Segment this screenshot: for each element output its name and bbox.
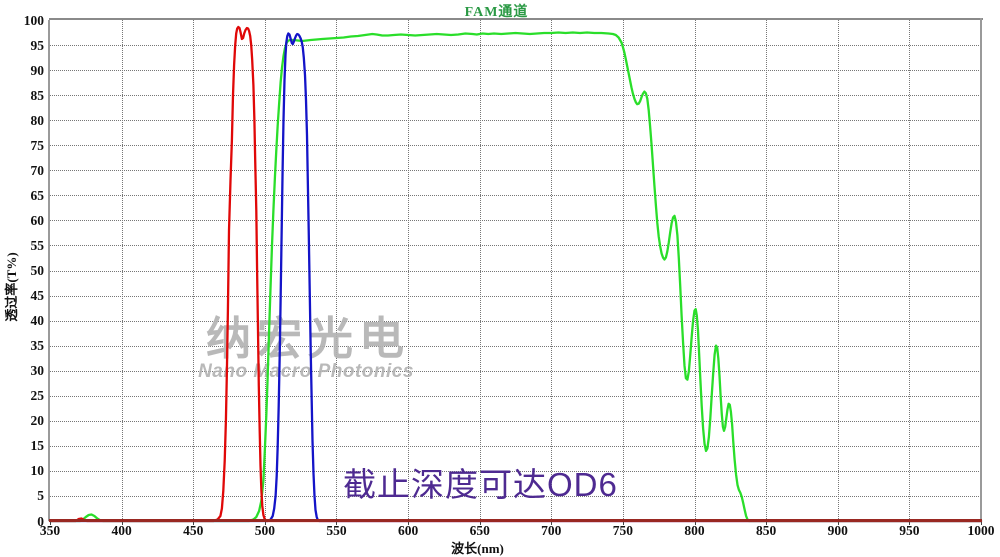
grid-line-vertical — [694, 20, 696, 521]
y-tick-label: 60 — [30, 212, 45, 228]
watermark-text-en: Nano Macro Photonics — [198, 361, 414, 382]
grid-line-horizontal — [50, 220, 981, 222]
y-tick-label: 90 — [30, 62, 45, 78]
y-tick-label: 35 — [30, 338, 45, 354]
grid-line-vertical — [766, 20, 768, 521]
plot-border-right — [980, 18, 982, 521]
x-tick-label: 950 — [899, 523, 920, 538]
y-tick-label: 10 — [30, 463, 45, 479]
x-tick-mark — [50, 522, 51, 525]
x-tick-label: 900 — [827, 523, 848, 538]
x-tick-label: 700 — [541, 523, 562, 538]
grid-line-vertical — [264, 20, 266, 521]
od-depth-annotation: 截止深度可达OD6 — [343, 466, 618, 503]
x-tick-mark — [121, 522, 123, 525]
x-tick-mark — [408, 522, 410, 525]
grid-line-horizontal — [50, 295, 981, 297]
y-tick-label: 0 — [37, 513, 44, 529]
red-bandpass-curve — [48, 25, 983, 523]
x-tick-label: 800 — [684, 523, 705, 538]
grid-line-horizontal — [50, 45, 981, 47]
x-axis-line — [49, 519, 982, 522]
grid-line-horizontal — [50, 320, 981, 322]
y-tick-label: 65 — [30, 187, 45, 203]
grid-line-horizontal — [50, 445, 981, 447]
grid-line-vertical — [121, 20, 123, 521]
plot-area: 纳宏光电 Nano Macro Photonics 截止深度可达OD6 — [48, 20, 983, 523]
grid-line-horizontal — [50, 370, 981, 372]
grid-line-vertical — [622, 20, 624, 521]
x-tick-label: 600 — [397, 523, 419, 538]
x-tick-mark — [264, 522, 266, 525]
y-tick-label: 50 — [30, 263, 45, 278]
grid-line-vertical — [336, 20, 338, 521]
x-tick-mark — [622, 522, 624, 525]
grid-line-vertical — [408, 20, 410, 521]
grid-line-horizontal — [50, 245, 981, 247]
x-tick-mark — [479, 522, 481, 525]
grid-line-vertical — [479, 20, 481, 521]
y-tick-label: 5 — [37, 488, 44, 504]
x-tick-mark — [336, 522, 338, 525]
x-tick-mark — [766, 522, 768, 525]
y-tick-label: 75 — [30, 137, 45, 153]
x-tick-mark — [909, 522, 911, 525]
grid-line-horizontal — [50, 70, 981, 72]
y-tick-label: 20 — [30, 413, 45, 429]
grid-line-vertical — [909, 20, 911, 521]
x-tick-mark — [193, 522, 195, 525]
y-tick-label: 45 — [30, 288, 45, 304]
x-tick-mark — [551, 522, 553, 525]
chart-title: FAM通道 — [464, 5, 529, 20]
y-tick-label: 80 — [30, 112, 45, 128]
watermark-text-cn: 纳宏光电 — [205, 313, 410, 364]
x-tick-label: 750 — [612, 523, 634, 538]
grid-line-horizontal — [50, 470, 981, 472]
green-passband-curve — [48, 31, 983, 523]
y-tick-label: 25 — [30, 388, 45, 404]
grid-line-horizontal — [50, 495, 981, 497]
y-tick-label: 95 — [30, 37, 45, 53]
x-tick-label: 650 — [469, 523, 490, 538]
blue-bandpass-curve — [48, 32, 983, 523]
grid-line-horizontal — [50, 270, 981, 272]
y-tick-label: 70 — [30, 162, 45, 178]
grid-line-vertical — [551, 20, 553, 521]
x-tick-mark — [694, 522, 696, 525]
y-tick-label: 100 — [23, 12, 44, 28]
x-tick-label: 450 — [183, 523, 204, 538]
x-tick-label: 350 — [39, 523, 61, 538]
grid-line-horizontal — [50, 170, 981, 172]
grid-line-horizontal — [50, 345, 981, 347]
x-tick-label: 850 — [756, 523, 777, 538]
grid-line-horizontal — [50, 95, 981, 97]
x-tick-mark — [837, 522, 839, 525]
x-tick-label: 1000 — [967, 523, 995, 538]
x-tick-mark — [981, 522, 982, 525]
x-tick-label: 400 — [111, 523, 132, 538]
x-axis-label: 波长(nm) — [451, 541, 504, 556]
grid-line-horizontal — [50, 120, 981, 122]
y-tick-label: 15 — [30, 438, 45, 454]
y-tick-label: 55 — [30, 237, 45, 253]
grid-line-vertical — [193, 20, 195, 521]
plot-border-top — [49, 18, 983, 20]
y-axis-line — [48, 20, 50, 521]
y-tick-label: 40 — [30, 313, 45, 329]
y-tick-label: 30 — [30, 363, 45, 379]
x-tick-label: 550 — [326, 523, 347, 538]
grid-line-vertical — [837, 20, 839, 521]
grid-line-horizontal — [50, 395, 981, 397]
y-tick-label: 85 — [30, 87, 45, 103]
grid-line-horizontal — [50, 145, 981, 147]
x-tick-label: 500 — [254, 523, 275, 538]
grid-line-horizontal — [50, 195, 981, 197]
curves-svg — [48, 25, 983, 523]
grid-line-horizontal — [50, 420, 981, 422]
